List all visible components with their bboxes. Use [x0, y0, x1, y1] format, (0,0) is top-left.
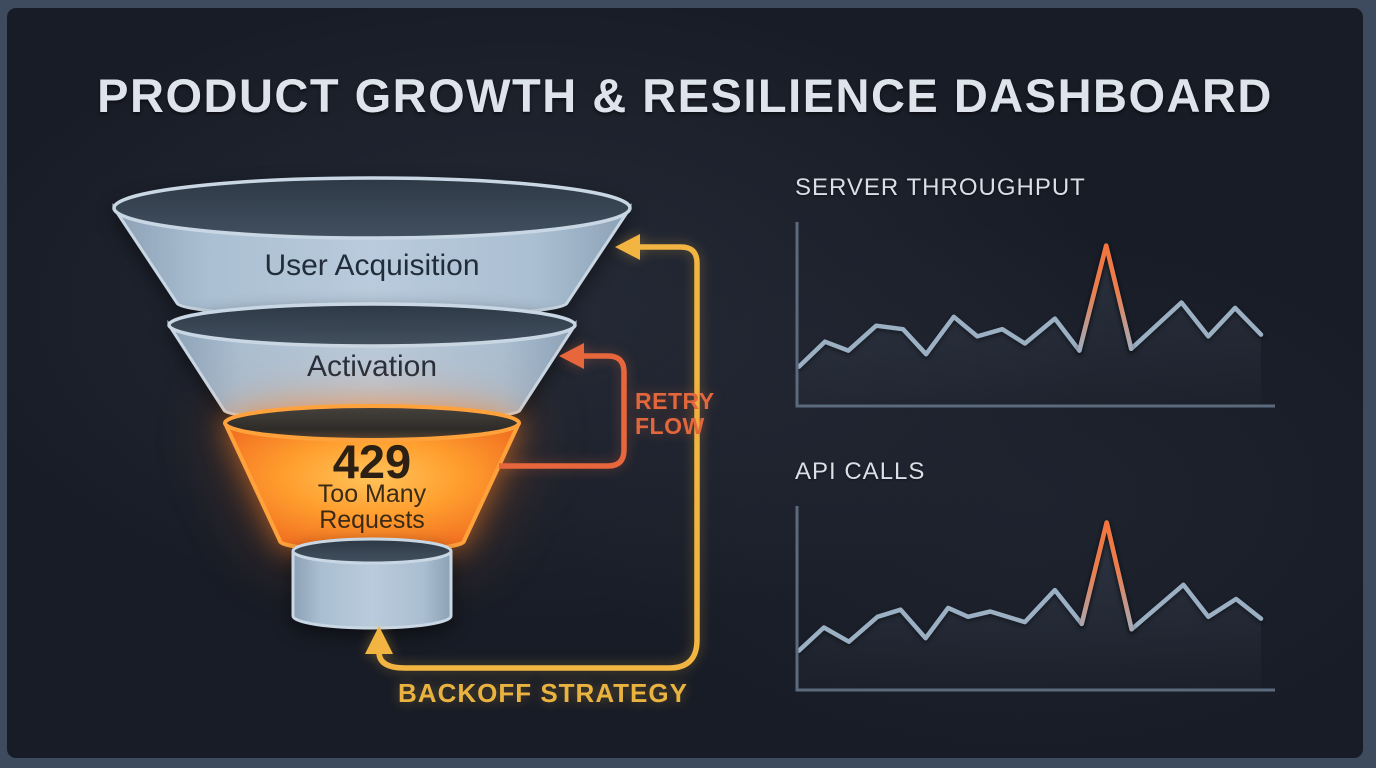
chart-line [796, 520, 1264, 653]
retry-arrowhead-left-icon [559, 343, 584, 369]
dashboard-panel: PRODUCT GROWTH & RESILIENCE DASHBOARD [7, 8, 1363, 758]
chart-spike [1079, 520, 1134, 632]
funnel-stage-label: User Acquisition [264, 249, 479, 282]
chart-title: API CALLS [795, 458, 926, 485]
chart-axes [795, 222, 1275, 408]
retry-flow-label-line1: RETRY [635, 388, 715, 414]
chart-server-throughput: SERVER THROUGHPUT [785, 174, 1285, 419]
chart-area-fill [799, 245, 1261, 404]
funnel-stage-label: Activation [307, 350, 437, 383]
status-code-label-line2: Requests [319, 506, 425, 534]
retry-flow: RETRY FLOW [499, 343, 715, 469]
funnel-stage-429-too-many-requests: 429 Too Many Requests [223, 404, 521, 553]
chart-title: SERVER THROUGHPUT [795, 174, 1086, 201]
chart-line [796, 243, 1264, 369]
chart-plot-area [795, 506, 1275, 692]
funnel-diagram: User Acquisition Activation 429 Too Many… [112, 176, 715, 708]
chart-plot-area [795, 222, 1275, 408]
chart-spike [1077, 243, 1134, 353]
chart-area-fill [799, 522, 1261, 688]
chart-axes [795, 506, 1275, 692]
status-code-429: 429 [333, 435, 411, 488]
backoff-strategy-flow: BACKOFF STRATEGY [365, 234, 700, 708]
funnel-outlet-cylinder [291, 537, 453, 630]
backoff-arrowhead-up-icon [365, 626, 393, 654]
funnel-stage-activation: Activation [167, 302, 577, 423]
backoff-arrowhead-left-icon [615, 234, 640, 260]
page-title: PRODUCT GROWTH & RESILIENCE DASHBOARD [97, 69, 1273, 122]
backoff-strategy-label: BACKOFF STRATEGY [398, 678, 688, 708]
status-code-label-line1: Too Many [318, 480, 427, 508]
chart-api-calls: API CALLS [785, 458, 1285, 703]
funnel-stage-user-acquisition: User Acquisition [112, 176, 632, 319]
retry-flow-label-line2: FLOW [635, 413, 705, 439]
